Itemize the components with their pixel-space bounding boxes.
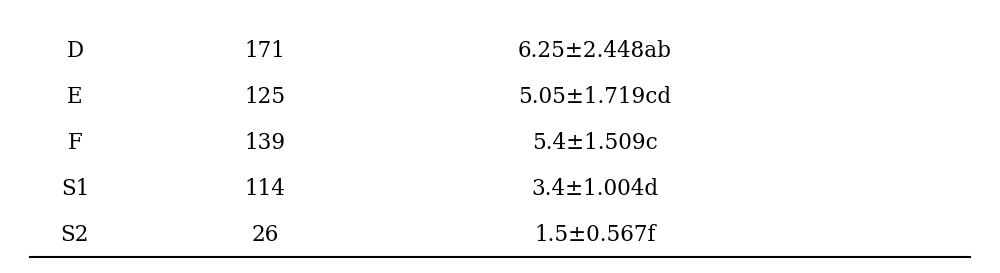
Text: 3.4±1.004d: 3.4±1.004d bbox=[531, 178, 659, 200]
Text: 139: 139 bbox=[244, 132, 286, 154]
Text: 1.5±0.567f: 1.5±0.567f bbox=[534, 224, 656, 246]
Text: 6.25±2.448ab: 6.25±2.448ab bbox=[518, 40, 672, 62]
Text: 5.4±1.509c: 5.4±1.509c bbox=[532, 132, 658, 154]
Text: F: F bbox=[68, 132, 82, 154]
Text: 125: 125 bbox=[244, 86, 286, 108]
Text: E: E bbox=[67, 86, 83, 108]
Text: 26: 26 bbox=[251, 224, 279, 246]
Text: 171: 171 bbox=[245, 40, 285, 62]
Text: 5.05±1.719cd: 5.05±1.719cd bbox=[518, 86, 672, 108]
Text: S1: S1 bbox=[61, 178, 89, 200]
Text: 114: 114 bbox=[245, 178, 285, 200]
Text: S2: S2 bbox=[61, 224, 89, 246]
Text: D: D bbox=[66, 40, 84, 62]
